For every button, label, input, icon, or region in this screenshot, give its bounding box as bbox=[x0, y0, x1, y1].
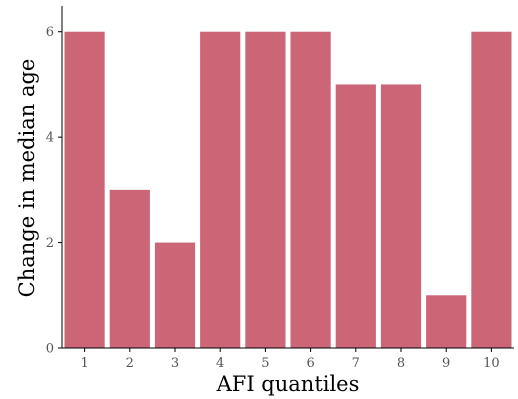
x-axis-title: AFI quantiles bbox=[216, 372, 360, 396]
x-tick-label: 2 bbox=[126, 356, 134, 371]
bar-6 bbox=[290, 31, 331, 348]
bar-9 bbox=[426, 295, 467, 348]
bar-10 bbox=[471, 31, 512, 348]
x-tick-label: 9 bbox=[442, 356, 450, 371]
bar-8 bbox=[380, 84, 422, 349]
x-tick-label: 5 bbox=[261, 356, 269, 371]
y-axis-title: Change in median age bbox=[15, 59, 39, 298]
x-ticks-group: 1 2 3 4 5 6 7 8 9 10 bbox=[80, 348, 500, 371]
x-tick-label: 6 bbox=[306, 356, 314, 371]
x-tick-label: 8 bbox=[397, 356, 405, 371]
x-tick-label: 7 bbox=[352, 356, 360, 371]
bars-group bbox=[64, 31, 512, 349]
y-ticks-group: 0 2 4 6 bbox=[46, 25, 62, 357]
bar-1 bbox=[64, 31, 105, 348]
x-tick-label: 4 bbox=[216, 356, 224, 371]
x-tick-label: 10 bbox=[483, 356, 500, 371]
bar-3 bbox=[154, 242, 196, 348]
bar-4 bbox=[200, 31, 241, 348]
y-tick-label: 2 bbox=[46, 236, 54, 251]
x-tick-label: 1 bbox=[80, 356, 88, 371]
y-tick-label: 4 bbox=[46, 131, 54, 146]
bar-7 bbox=[335, 84, 376, 349]
bar-5 bbox=[245, 31, 286, 348]
bar-2 bbox=[109, 189, 150, 348]
y-tick-label: 6 bbox=[46, 25, 54, 40]
y-tick-label: 0 bbox=[46, 342, 54, 357]
x-tick-label: 3 bbox=[171, 356, 179, 371]
